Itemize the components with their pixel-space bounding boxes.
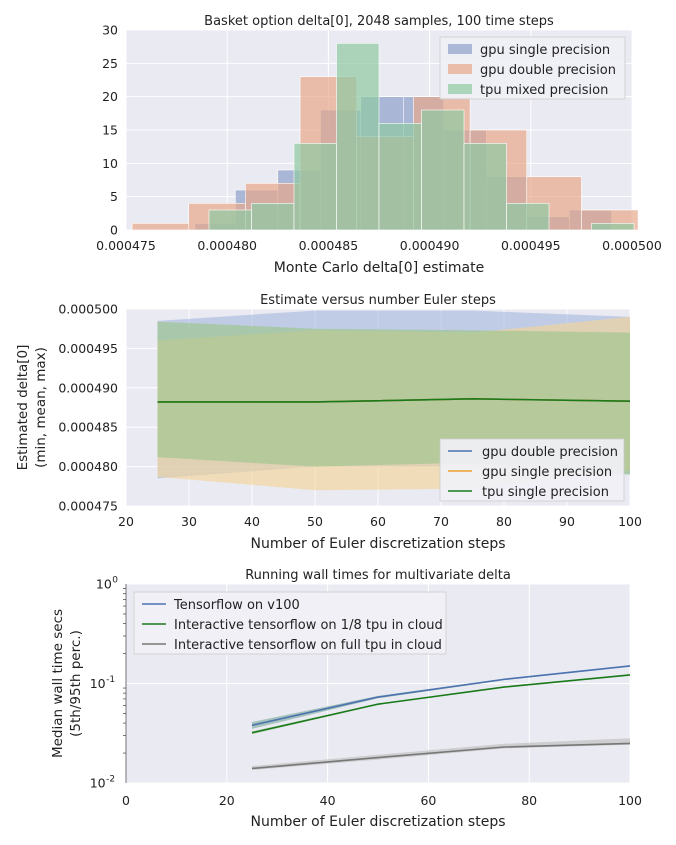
y-tick-label: 0.000480 [58, 459, 118, 474]
y-tick-label: 20 [102, 89, 118, 104]
y-axis-label-sub: (5th/95th perc.) [68, 630, 84, 737]
y-tick-label: 0.000495 [58, 341, 118, 356]
x-tick-label: 0 [122, 793, 130, 808]
x-axis-label: Monte Carlo delta[0] estimate [274, 260, 484, 276]
x-tick-label: 80 [496, 514, 512, 529]
legend-swatch [448, 84, 472, 94]
histogram-bar [378, 123, 422, 231]
legend-label: Interactive tensorflow on full tpu in cl… [174, 638, 442, 653]
histogram-bar [293, 143, 337, 231]
legend-label: tpu mixed precision [480, 83, 608, 98]
x-tick-label: 100 [618, 793, 642, 808]
legend-swatch [448, 44, 472, 54]
x-tick-label: 60 [420, 793, 436, 808]
x-tick-label: 30 [181, 514, 197, 529]
histogram-bar [131, 223, 190, 231]
x-tick-label: 20 [219, 793, 235, 808]
legend-label: gpu single precision [480, 43, 610, 58]
x-tick-label: 90 [559, 514, 575, 529]
x-axis-label: Number of Euler discretization steps [250, 536, 505, 552]
x-tick-label: 100 [618, 514, 642, 529]
histogram-bar [506, 203, 550, 231]
legend-label: Interactive tensorflow on 1/8 tpu in clo… [174, 618, 443, 633]
y-tick-label: 0.000500 [58, 302, 118, 317]
y-tick-exponent: 0 [112, 576, 118, 586]
legend-swatch [448, 64, 472, 74]
median-line [251, 674, 631, 734]
min-max-band [157, 321, 630, 475]
y-tick-label: 0 [110, 223, 118, 238]
y-tick-label: 5 [110, 189, 118, 204]
histogram-chart: 0.000475 0.000480 0.000485 0.000490 0.000495… [96, 14, 662, 276]
x-tick-label: 40 [320, 793, 336, 808]
chart-title: Running wall times for multivariate delt… [245, 568, 511, 583]
y-tick-label: 10 [90, 776, 106, 791]
y-axis-label: Median wall time secs [50, 609, 66, 758]
y-tick-label: 15 [102, 123, 118, 138]
x-tick-label: 20 [118, 514, 134, 529]
x-tick-label: 80 [521, 793, 537, 808]
x-tick-label: 0.000475 [96, 238, 156, 253]
legend-label: gpu double precision [482, 445, 618, 460]
chart-title: Estimate versus number Euler steps [260, 293, 496, 308]
histogram-bar [208, 209, 252, 231]
y-tick-exponent: -2 [106, 775, 115, 785]
legend-label: gpu single precision [482, 465, 612, 480]
median-line [251, 742, 631, 770]
histogram-bar [591, 223, 635, 231]
legend-label: tpu single precision [482, 485, 609, 500]
histogram-bar [336, 43, 380, 231]
histogram-bar [251, 203, 295, 231]
legend-label: gpu double precision [480, 63, 616, 78]
mean-line [157, 398, 631, 403]
x-tick-label: 0.000485 [299, 238, 359, 253]
y-axis-label-sub: (min, mean, max) [33, 347, 49, 468]
x-tick-label: 0.000490 [400, 238, 460, 253]
x-tick-label: 70 [433, 514, 449, 529]
y-tick-label: 25 [102, 56, 118, 71]
y-tick-label: 0.000485 [58, 420, 118, 435]
histogram-bar [421, 109, 465, 231]
euler-steps-chart: 20 30 40 50 60 70 80 90 100 0.000475 0.000480 0.000… [15, 293, 642, 552]
y-tick-label: 0.000475 [58, 499, 118, 514]
legend-box [133, 591, 447, 655]
y-tick-label: 30 [102, 23, 118, 38]
legend-label: Tensorflow on v100 [173, 598, 300, 613]
y-axis-label: Estimated delta[0] [15, 345, 31, 471]
median-line [251, 665, 631, 727]
x-tick-label: 50 [307, 514, 323, 529]
y-tick-label: 10 [96, 577, 112, 592]
x-tick-label: 0.000480 [197, 238, 257, 253]
x-tick-label: 60 [370, 514, 386, 529]
histogram-bar [463, 143, 507, 231]
x-axis-label: Number of Euler discretization steps [250, 814, 505, 830]
y-tick-label: 10 [102, 156, 118, 171]
y-tick-exponent: -1 [106, 675, 115, 685]
x-tick-label: 40 [244, 514, 260, 529]
y-tick-label: 10 [90, 676, 106, 691]
x-tick-label: 0.000495 [501, 238, 561, 253]
y-tick-label: 0.000490 [58, 380, 118, 395]
chart-title: Basket option delta[0], 2048 samples, 10… [204, 14, 554, 29]
x-tick-label: 0.000500 [602, 238, 662, 253]
